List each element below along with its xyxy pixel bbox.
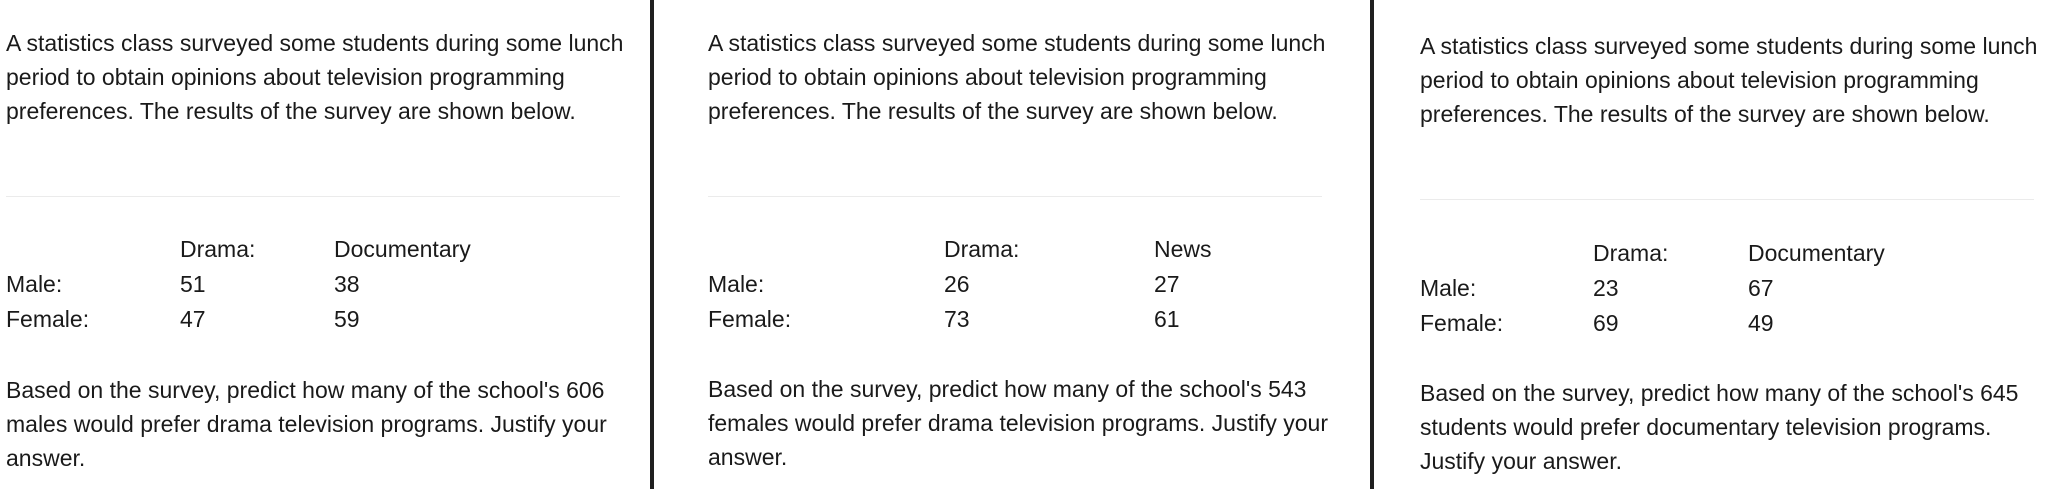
problem-intro-text: A statistics class surveyed some student…	[1420, 33, 2038, 127]
problem-panel-2: A statistics class surveyed some student…	[654, 0, 1369, 489]
row-label: Female:	[708, 306, 792, 332]
question-text: Based on the survey, predict how many of…	[6, 377, 607, 471]
table-cell: 69	[1593, 310, 1619, 336]
survey-table: Drama: News Male: 26 27 Female: 73 61	[708, 232, 1212, 337]
table-header-cell: Drama:	[944, 236, 1020, 262]
row-label: Male:	[1420, 275, 1477, 301]
row-label: Female:	[6, 306, 90, 332]
table-cell: 61	[1154, 306, 1180, 332]
table-row: Female: 47 59	[6, 302, 471, 337]
table-header-row: Drama: News	[708, 232, 1212, 267]
row-label: Female:	[1420, 310, 1504, 336]
divider-line	[1420, 199, 2034, 200]
table-cell: 59	[334, 306, 360, 332]
row-label: Male:	[708, 271, 765, 297]
table-header-cell	[1420, 236, 1593, 271]
survey-table: Drama: Documentary Male: 51 38 Female: 4…	[6, 232, 471, 337]
table-cell: 47	[180, 306, 206, 332]
table-row: Male: 26 27	[708, 267, 1212, 302]
table-row: Male: 23 67	[1420, 271, 1885, 306]
panel-separator	[650, 0, 654, 489]
table-cell: 23	[1593, 275, 1619, 301]
table-cell: 27	[1154, 271, 1180, 297]
table-header-row: Drama: Documentary	[6, 232, 471, 267]
table-header-cell	[6, 232, 180, 267]
table-header-cell: Drama:	[1593, 240, 1669, 266]
survey-table: Drama: Documentary Male: 23 67 Female: 6…	[1420, 236, 1885, 341]
table-row: Male: 51 38	[6, 267, 471, 302]
table-header-cell: Drama:	[180, 236, 256, 262]
divider-line	[6, 196, 620, 197]
table-header-row: Drama: Documentary	[1420, 236, 1885, 271]
table-header-cell: Documentary	[1748, 240, 1885, 266]
table-cell: 26	[944, 271, 970, 297]
table-cell: 51	[180, 271, 206, 297]
table-cell: 73	[944, 306, 970, 332]
table-row: Female: 73 61	[708, 302, 1212, 337]
panel-separator	[1370, 0, 1374, 489]
table-header-cell: News	[1154, 236, 1212, 262]
question-text: Based on the survey, predict how many of…	[708, 376, 1328, 470]
table-cell: 49	[1748, 310, 1774, 336]
divider-line	[708, 196, 1322, 197]
row-label: Male:	[6, 271, 63, 297]
table-header-cell	[708, 232, 944, 267]
question-text: Based on the survey, predict how many of…	[1420, 380, 2019, 474]
table-cell: 67	[1748, 275, 1774, 301]
problem-panel-1: A statistics class surveyed some student…	[0, 0, 650, 489]
table-row: Female: 69 49	[1420, 306, 1885, 341]
problem-intro-text: A statistics class surveyed some student…	[6, 30, 624, 124]
problem-panel-3: A statistics class surveyed some student…	[1374, 0, 2048, 489]
table-header-cell: Documentary	[334, 236, 471, 262]
problem-intro-text: A statistics class surveyed some student…	[708, 30, 1326, 124]
table-cell: 38	[334, 271, 360, 297]
